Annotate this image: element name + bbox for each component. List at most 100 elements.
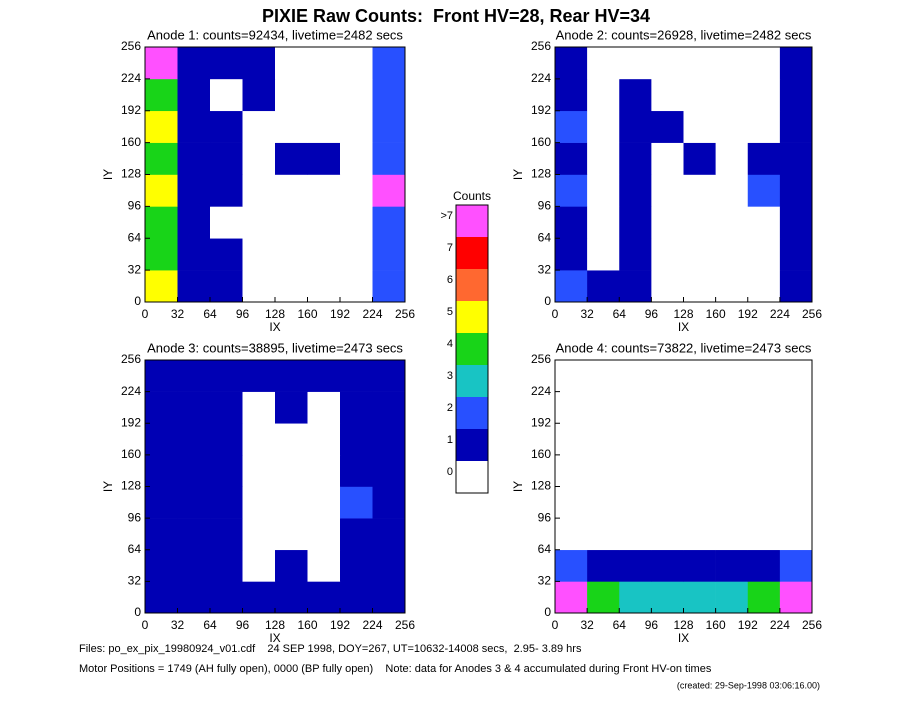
heatmap-cell xyxy=(587,454,620,487)
y-tick-label: 128 xyxy=(531,167,551,181)
heatmap-cell xyxy=(587,360,620,392)
heatmap-cell xyxy=(747,142,781,175)
heatmap-cell xyxy=(619,486,652,519)
heatmap-cell xyxy=(340,549,373,582)
heatmap-cell xyxy=(177,391,211,424)
y-tick-label: 96 xyxy=(538,510,552,524)
heatmap-cell xyxy=(307,423,341,456)
heatmap-cell xyxy=(145,238,178,271)
heatmap-cell xyxy=(651,142,684,175)
heatmap-cell xyxy=(177,142,211,175)
x-tick-label: 64 xyxy=(203,618,217,632)
x-tick-label: 0 xyxy=(142,618,149,632)
heatmap-cell xyxy=(275,581,308,614)
heatmap-cell xyxy=(307,518,341,551)
heatmap-cell xyxy=(372,454,406,487)
heatmap-cell xyxy=(145,206,178,239)
heatmap-cell xyxy=(242,238,276,271)
heatmap-cell xyxy=(683,581,716,614)
x-tick-label: 128 xyxy=(265,618,285,632)
heatmap-cell xyxy=(651,270,684,303)
heatmap-cell xyxy=(275,423,308,456)
heatmap-cell xyxy=(372,423,406,456)
heatmap-cell xyxy=(683,518,716,551)
heatmap-cell xyxy=(242,454,276,487)
colorbar-box xyxy=(456,461,488,493)
heatmap-cell xyxy=(242,270,276,303)
heatmap-cell xyxy=(340,238,373,271)
heatmap-cell xyxy=(210,142,243,175)
x-tick-label: 0 xyxy=(552,618,559,632)
heatmap-cell xyxy=(210,454,243,487)
heatmap-cell xyxy=(779,360,813,392)
y-tick-label: 32 xyxy=(538,574,552,588)
heatmap-cell xyxy=(651,454,684,487)
heatmap-cell xyxy=(340,486,373,519)
heatmap-cell xyxy=(715,486,749,519)
heatmap-cell xyxy=(619,423,652,456)
heatmap-cell xyxy=(307,78,341,112)
y-tick-label: 256 xyxy=(121,352,141,366)
heatmap-cell xyxy=(651,174,684,207)
heatmap-cell xyxy=(340,518,373,551)
heatmap-cell xyxy=(747,391,781,424)
heatmap-cell xyxy=(145,142,178,175)
heatmap-cell xyxy=(555,549,588,582)
heatmap-cell xyxy=(779,454,813,487)
colorbar-label: 2 xyxy=(447,402,453,414)
x-tick-label: 96 xyxy=(645,307,659,321)
heatmap-cell xyxy=(715,423,749,456)
x-tick-label: 160 xyxy=(706,307,726,321)
y-axis-label: IY xyxy=(511,169,525,180)
heatmap-cell xyxy=(307,486,341,519)
heatmap-cell xyxy=(587,391,620,424)
heatmap-cell xyxy=(555,454,588,487)
y-tick-label: 224 xyxy=(121,71,141,85)
heatmap-cell xyxy=(275,270,308,303)
heatmap-cell xyxy=(555,78,588,112)
heatmap-cell xyxy=(275,78,308,112)
heatmap-cell xyxy=(177,47,211,80)
heatmap-cell xyxy=(555,142,588,175)
y-tick-label: 192 xyxy=(531,415,551,429)
heatmap-cell xyxy=(275,454,308,487)
heatmap-cell xyxy=(242,360,276,392)
heatmap-cell xyxy=(587,581,620,614)
x-tick-label: 224 xyxy=(362,618,382,632)
heatmap-cell xyxy=(210,78,243,112)
heatmap-cell xyxy=(177,78,211,112)
heatmap-cell xyxy=(619,110,652,143)
heatmap-cell xyxy=(651,110,684,143)
heatmap-cell xyxy=(145,270,178,303)
heatmap-cell xyxy=(177,174,211,207)
heatmap-cell xyxy=(587,486,620,519)
y-tick-label: 32 xyxy=(128,574,142,588)
y-tick-label: 0 xyxy=(544,605,551,619)
x-tick-label: 0 xyxy=(142,307,149,321)
y-axis-label: IY xyxy=(101,169,115,180)
heatmap-cell xyxy=(145,174,178,207)
colorbar-label: 1 xyxy=(447,434,453,446)
y-tick-label: 224 xyxy=(531,384,551,398)
heatmap-cell xyxy=(651,391,684,424)
x-tick-label: 128 xyxy=(673,618,693,632)
heatmap-cell xyxy=(683,454,716,487)
heatmap-cell xyxy=(210,581,243,614)
y-tick-label: 192 xyxy=(531,103,551,117)
x-tick-label: 128 xyxy=(265,307,285,321)
heatmap-cell xyxy=(587,206,620,239)
heatmap-cell xyxy=(210,360,243,392)
heatmap-cell xyxy=(177,270,211,303)
x-tick-label: 192 xyxy=(738,618,758,632)
heatmap-cell xyxy=(747,110,781,143)
heatmap-cell xyxy=(275,47,308,80)
colorbar-label: >7 xyxy=(440,210,453,222)
heatmap-cell xyxy=(747,581,781,614)
colorbar-label: 6 xyxy=(447,274,453,286)
y-tick-label: 96 xyxy=(538,199,552,213)
y-tick-label: 256 xyxy=(531,352,551,366)
x-tick-label: 224 xyxy=(362,307,382,321)
heatmap-cell xyxy=(715,174,749,207)
y-tick-label: 64 xyxy=(538,230,552,244)
x-tick-label: 32 xyxy=(580,307,594,321)
